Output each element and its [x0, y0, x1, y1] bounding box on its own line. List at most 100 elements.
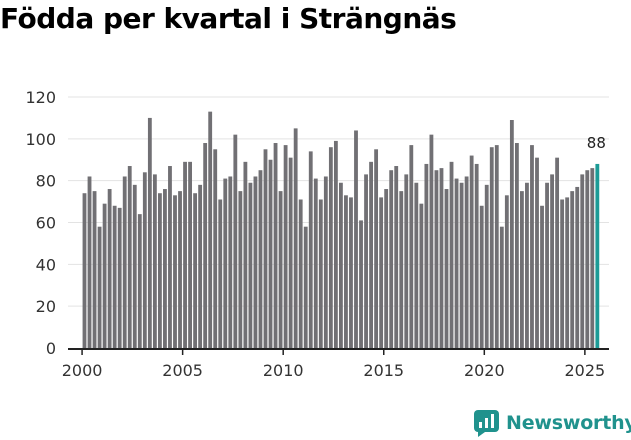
- bar: [233, 134, 238, 348]
- y-tick-label: 0: [46, 339, 56, 358]
- bar: [409, 145, 414, 348]
- bar: [419, 203, 424, 348]
- bar: [238, 191, 243, 348]
- bar: [92, 191, 97, 348]
- bar: [489, 147, 494, 348]
- bar: [328, 147, 333, 348]
- bar: [404, 174, 409, 348]
- x-tick-label: 2010: [263, 361, 304, 380]
- bar: [454, 178, 459, 348]
- bar: [288, 157, 293, 348]
- bar: [147, 117, 152, 349]
- newsworthy-logo-icon: [474, 409, 499, 437]
- bar: [590, 168, 595, 348]
- bar: [303, 226, 308, 348]
- bar: [298, 199, 303, 348]
- bar: [87, 176, 92, 348]
- bar: [585, 170, 590, 348]
- bar: [173, 195, 177, 348]
- bar: [278, 191, 283, 348]
- bar: [157, 193, 162, 348]
- bar: [243, 161, 248, 348]
- bar: [364, 174, 368, 348]
- bar: [107, 189, 112, 348]
- bar: [273, 143, 278, 348]
- bar: [509, 120, 514, 348]
- bar: [504, 195, 509, 348]
- y-tick-label: 40: [36, 255, 56, 274]
- bar: [464, 176, 469, 348]
- y-tick-label: 60: [36, 214, 56, 233]
- bar: [575, 186, 580, 348]
- tick-labels: 0 20 40 60 80 100 120 88 2000 2005 2010 2015 2020 202…: [25, 88, 605, 380]
- bar: [595, 163, 600, 348]
- bar: [499, 226, 504, 348]
- bar: [545, 182, 549, 348]
- bar: [580, 174, 585, 348]
- bar: [379, 197, 384, 348]
- bar: [424, 163, 429, 348]
- bar: [152, 174, 157, 348]
- brand-logo[interactable]: Newsworthy: [474, 406, 631, 440]
- bar: [484, 184, 489, 348]
- bar: [323, 176, 328, 348]
- y-tick-label: 20: [36, 297, 56, 316]
- bar: [439, 168, 444, 348]
- brand-name: Newsworthy: [506, 412, 631, 434]
- bar: [178, 191, 182, 348]
- bar: [228, 176, 233, 348]
- bar: [188, 161, 192, 348]
- bar: [112, 205, 117, 348]
- bar: [429, 134, 434, 348]
- bar: [449, 161, 454, 348]
- x-tick-label: 2005: [162, 361, 203, 380]
- bar: [137, 214, 142, 348]
- bar: [193, 193, 198, 348]
- bar: [354, 130, 358, 348]
- bar: [389, 170, 394, 348]
- bar: [82, 193, 87, 348]
- bar: [555, 157, 560, 348]
- bar: [313, 178, 318, 348]
- bar: [208, 111, 213, 349]
- bar: [168, 166, 172, 348]
- bar: [520, 191, 524, 348]
- bar: [474, 163, 479, 348]
- chart-title: Födda per kvartal i Strängnäs: [0, 2, 457, 35]
- bar: [399, 191, 404, 348]
- bar: [127, 166, 132, 348]
- bar: [223, 178, 228, 348]
- y-tick-label: 100: [25, 130, 56, 149]
- bar: [203, 143, 208, 348]
- bar: [258, 170, 263, 348]
- bar: [308, 151, 313, 348]
- bar: [374, 149, 379, 348]
- bar: [514, 143, 519, 348]
- bar: [570, 191, 575, 348]
- bar: [142, 172, 147, 348]
- bar: [459, 182, 464, 348]
- x-tick-label: 2020: [464, 361, 505, 380]
- axes: [68, 348, 609, 355]
- bar: [283, 145, 288, 348]
- bar: [530, 145, 534, 348]
- bar: [344, 195, 348, 348]
- bar: [479, 205, 484, 348]
- bar: [318, 199, 323, 348]
- bar: [540, 205, 544, 348]
- x-tick-label: 2025: [565, 361, 606, 380]
- highlight-value-label: 88: [587, 134, 606, 152]
- bar: [102, 203, 107, 348]
- bar: [198, 184, 203, 348]
- y-tick-label: 120: [25, 88, 56, 107]
- bar: [97, 226, 102, 348]
- bars: [82, 111, 600, 349]
- bar: [359, 220, 363, 348]
- bar: [268, 159, 273, 348]
- x-tick-label: 2000: [62, 361, 103, 380]
- bar: [218, 199, 223, 348]
- bar: [469, 155, 474, 348]
- bar: [550, 174, 554, 348]
- y-tick-label: 80: [36, 172, 56, 191]
